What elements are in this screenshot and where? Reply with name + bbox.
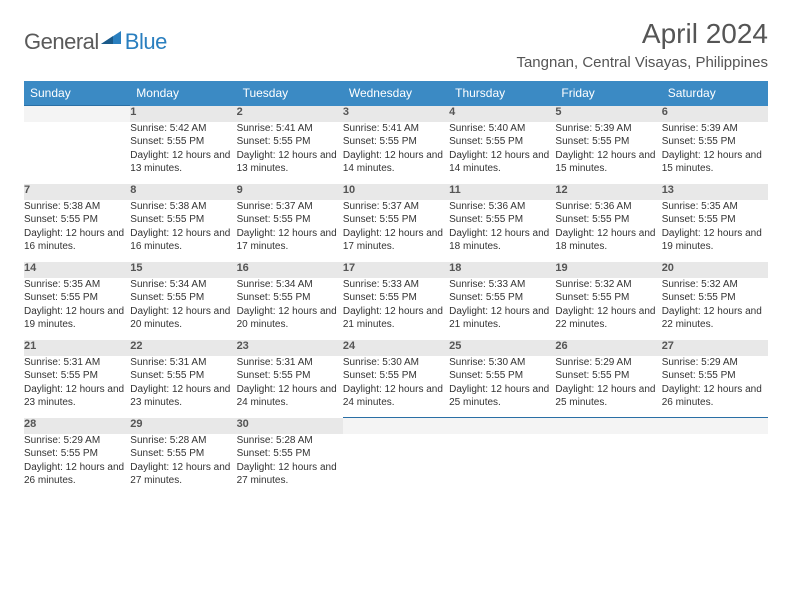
day-number: 29 (130, 418, 236, 434)
calendar-body: 123456Sunrise: 5:42 AM Sunset: 5:55 PM D… (24, 106, 768, 496)
day-cell: Sunrise: 5:29 AM Sunset: 5:55 PM Dayligh… (24, 434, 130, 496)
day-number (555, 418, 661, 434)
day-cell: Sunrise: 5:35 AM Sunset: 5:55 PM Dayligh… (662, 200, 768, 262)
day-number: 10 (343, 184, 449, 200)
month-title: April 2024 (516, 18, 768, 50)
logo-text-1: General (24, 29, 99, 55)
day-number: 22 (130, 340, 236, 356)
daynum-row: 78910111213 (24, 184, 768, 200)
daynum-row: 21222324252627 (24, 340, 768, 356)
daynum-row: 123456 (24, 106, 768, 122)
weekday-header: Wednesday (343, 81, 449, 106)
location-text: Tangnan, Central Visayas, Philippines (516, 54, 768, 71)
day-number: 18 (449, 262, 555, 278)
day-content-row: Sunrise: 5:35 AM Sunset: 5:55 PM Dayligh… (24, 278, 768, 340)
brand-logo: General Blue (24, 28, 167, 56)
day-number: 15 (130, 262, 236, 278)
day-number: 2 (237, 106, 343, 122)
day-cell: Sunrise: 5:31 AM Sunset: 5:55 PM Dayligh… (24, 356, 130, 418)
weekday-header: Sunday (24, 81, 130, 106)
day-cell: Sunrise: 5:38 AM Sunset: 5:55 PM Dayligh… (130, 200, 236, 262)
weekday-header: Monday (130, 81, 236, 106)
day-cell: Sunrise: 5:39 AM Sunset: 5:55 PM Dayligh… (662, 122, 768, 184)
day-cell: Sunrise: 5:30 AM Sunset: 5:55 PM Dayligh… (449, 356, 555, 418)
day-number: 5 (555, 106, 661, 122)
day-cell: Sunrise: 5:28 AM Sunset: 5:55 PM Dayligh… (130, 434, 236, 496)
day-cell: Sunrise: 5:35 AM Sunset: 5:55 PM Dayligh… (24, 278, 130, 340)
day-cell: Sunrise: 5:32 AM Sunset: 5:55 PM Dayligh… (555, 278, 661, 340)
day-cell: Sunrise: 5:28 AM Sunset: 5:55 PM Dayligh… (237, 434, 343, 496)
day-number (662, 418, 768, 434)
day-number: 28 (24, 418, 130, 434)
day-number: 7 (24, 184, 130, 200)
day-number: 25 (449, 340, 555, 356)
day-number: 24 (343, 340, 449, 356)
day-number: 19 (555, 262, 661, 278)
day-cell: Sunrise: 5:38 AM Sunset: 5:55 PM Dayligh… (24, 200, 130, 262)
weekday-header: Saturday (662, 81, 768, 106)
day-content-row: Sunrise: 5:31 AM Sunset: 5:55 PM Dayligh… (24, 356, 768, 418)
day-number (449, 418, 555, 434)
day-content-row: Sunrise: 5:38 AM Sunset: 5:55 PM Dayligh… (24, 200, 768, 262)
day-number: 3 (343, 106, 449, 122)
day-cell: Sunrise: 5:36 AM Sunset: 5:55 PM Dayligh… (449, 200, 555, 262)
day-cell: Sunrise: 5:40 AM Sunset: 5:55 PM Dayligh… (449, 122, 555, 184)
day-cell: Sunrise: 5:33 AM Sunset: 5:55 PM Dayligh… (449, 278, 555, 340)
day-number: 13 (662, 184, 768, 200)
weekday-header: Thursday (449, 81, 555, 106)
day-cell (24, 122, 130, 184)
day-cell (662, 434, 768, 496)
day-number: 11 (449, 184, 555, 200)
day-cell: Sunrise: 5:39 AM Sunset: 5:55 PM Dayligh… (555, 122, 661, 184)
day-number (343, 418, 449, 434)
day-cell: Sunrise: 5:32 AM Sunset: 5:55 PM Dayligh… (662, 278, 768, 340)
weekday-header: Friday (555, 81, 661, 106)
day-number (24, 106, 130, 122)
day-cell: Sunrise: 5:30 AM Sunset: 5:55 PM Dayligh… (343, 356, 449, 418)
day-cell: Sunrise: 5:34 AM Sunset: 5:55 PM Dayligh… (237, 278, 343, 340)
day-cell: Sunrise: 5:29 AM Sunset: 5:55 PM Dayligh… (662, 356, 768, 418)
day-number: 12 (555, 184, 661, 200)
day-content-row: Sunrise: 5:29 AM Sunset: 5:55 PM Dayligh… (24, 434, 768, 496)
daynum-row: 14151617181920 (24, 262, 768, 278)
day-number: 8 (130, 184, 236, 200)
calendar-page: General Blue April 2024 Tangnan, Central… (0, 0, 792, 514)
day-number: 1 (130, 106, 236, 122)
day-number: 26 (555, 340, 661, 356)
day-cell (343, 434, 449, 496)
logo-sail-icon (99, 28, 123, 46)
day-cell: Sunrise: 5:41 AM Sunset: 5:55 PM Dayligh… (237, 122, 343, 184)
day-cell: Sunrise: 5:41 AM Sunset: 5:55 PM Dayligh… (343, 122, 449, 184)
day-content-row: Sunrise: 5:42 AM Sunset: 5:55 PM Dayligh… (24, 122, 768, 184)
day-number: 16 (237, 262, 343, 278)
day-number: 27 (662, 340, 768, 356)
day-cell: Sunrise: 5:42 AM Sunset: 5:55 PM Dayligh… (130, 122, 236, 184)
day-cell: Sunrise: 5:31 AM Sunset: 5:55 PM Dayligh… (130, 356, 236, 418)
day-number: 4 (449, 106, 555, 122)
day-number: 9 (237, 184, 343, 200)
day-cell: Sunrise: 5:29 AM Sunset: 5:55 PM Dayligh… (555, 356, 661, 418)
page-header: General Blue April 2024 Tangnan, Central… (24, 18, 768, 71)
day-cell (555, 434, 661, 496)
day-cell: Sunrise: 5:34 AM Sunset: 5:55 PM Dayligh… (130, 278, 236, 340)
day-number: 14 (24, 262, 130, 278)
day-cell: Sunrise: 5:31 AM Sunset: 5:55 PM Dayligh… (237, 356, 343, 418)
day-number: 30 (237, 418, 343, 434)
day-cell (449, 434, 555, 496)
day-number: 21 (24, 340, 130, 356)
day-cell: Sunrise: 5:36 AM Sunset: 5:55 PM Dayligh… (555, 200, 661, 262)
day-number: 20 (662, 262, 768, 278)
day-number: 23 (237, 340, 343, 356)
daynum-row: 282930 (24, 418, 768, 434)
day-number: 6 (662, 106, 768, 122)
day-cell: Sunrise: 5:33 AM Sunset: 5:55 PM Dayligh… (343, 278, 449, 340)
weekday-header-row: Sunday Monday Tuesday Wednesday Thursday… (24, 81, 768, 106)
day-cell: Sunrise: 5:37 AM Sunset: 5:55 PM Dayligh… (343, 200, 449, 262)
logo-text-2: Blue (125, 29, 167, 55)
weekday-header: Tuesday (237, 81, 343, 106)
day-number: 17 (343, 262, 449, 278)
title-block: April 2024 Tangnan, Central Visayas, Phi… (516, 18, 768, 71)
calendar-table: Sunday Monday Tuesday Wednesday Thursday… (24, 81, 768, 496)
day-cell: Sunrise: 5:37 AM Sunset: 5:55 PM Dayligh… (237, 200, 343, 262)
